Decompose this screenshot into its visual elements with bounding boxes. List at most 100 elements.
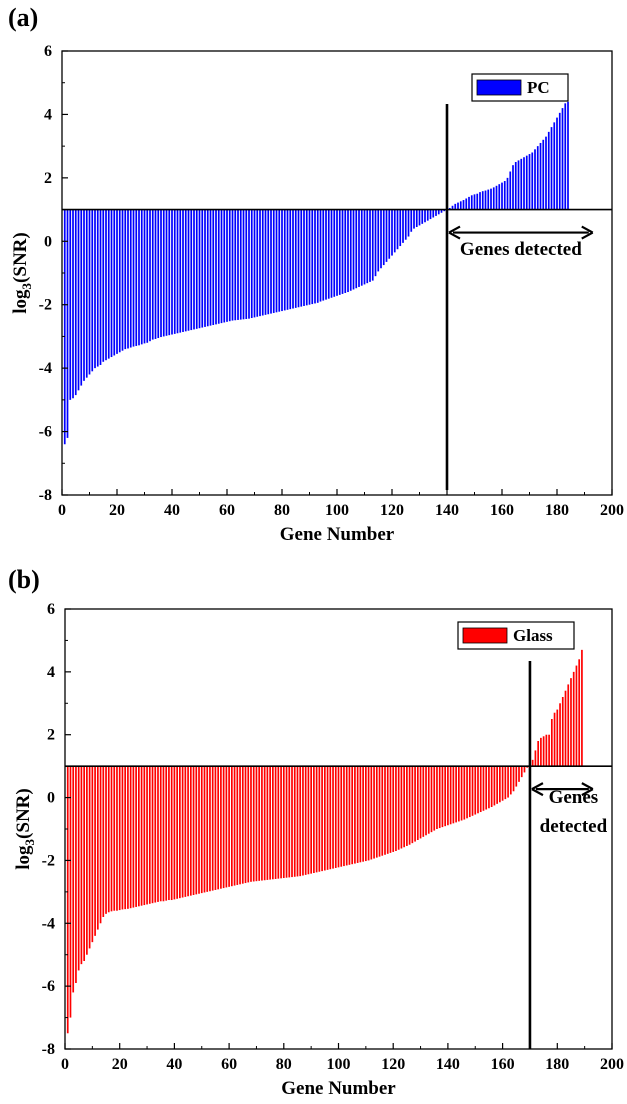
bar bbox=[80, 209, 83, 386]
bar bbox=[264, 209, 267, 315]
bar bbox=[138, 766, 140, 907]
bar bbox=[168, 209, 171, 336]
bar bbox=[380, 209, 382, 269]
bar bbox=[146, 766, 148, 905]
bar bbox=[370, 766, 373, 860]
bar bbox=[411, 766, 414, 844]
bar bbox=[531, 759, 534, 767]
y-axis-title-base: log bbox=[10, 289, 31, 314]
bar bbox=[179, 766, 181, 899]
bar bbox=[86, 766, 88, 955]
y-tick-label: -6 bbox=[42, 978, 55, 995]
bar bbox=[503, 181, 506, 210]
bar bbox=[239, 209, 242, 320]
bar bbox=[323, 766, 326, 871]
bar bbox=[165, 766, 168, 901]
bar bbox=[88, 209, 91, 375]
bar bbox=[91, 209, 94, 372]
bar bbox=[413, 209, 415, 229]
x-tick-label: 120 bbox=[380, 502, 404, 519]
bar bbox=[204, 209, 206, 327]
bar bbox=[408, 766, 411, 845]
bar bbox=[425, 766, 427, 836]
bar bbox=[140, 766, 143, 906]
bar bbox=[182, 209, 184, 332]
bar bbox=[466, 766, 468, 819]
bar bbox=[520, 158, 523, 210]
bar bbox=[72, 766, 75, 993]
bar bbox=[373, 766, 375, 859]
bar bbox=[127, 766, 129, 909]
bar bbox=[449, 766, 452, 825]
bar bbox=[322, 209, 325, 301]
bar bbox=[338, 209, 341, 295]
bar bbox=[343, 766, 345, 867]
bar bbox=[85, 209, 88, 378]
bar bbox=[531, 152, 534, 210]
bar bbox=[564, 690, 567, 767]
y-tick-label: -8 bbox=[42, 1041, 55, 1058]
bar bbox=[211, 766, 214, 891]
bar bbox=[351, 766, 354, 865]
bar bbox=[542, 139, 545, 210]
bar bbox=[452, 766, 455, 824]
bar bbox=[233, 766, 236, 886]
bar bbox=[143, 209, 146, 344]
bar bbox=[256, 209, 259, 317]
bar bbox=[504, 766, 507, 800]
bar bbox=[83, 209, 85, 381]
bar bbox=[385, 209, 388, 262]
bar bbox=[206, 766, 209, 892]
bar bbox=[201, 209, 204, 328]
bar bbox=[184, 209, 187, 332]
bar bbox=[474, 766, 477, 815]
bar bbox=[247, 766, 250, 883]
x-tick-label: 160 bbox=[490, 502, 514, 519]
bar bbox=[195, 209, 198, 329]
bar bbox=[135, 766, 137, 907]
bar bbox=[310, 766, 312, 874]
bar bbox=[159, 766, 162, 902]
bar bbox=[509, 766, 512, 795]
bar bbox=[315, 766, 318, 873]
bar bbox=[438, 766, 441, 829]
bar bbox=[490, 188, 492, 210]
bar bbox=[217, 766, 220, 890]
bar bbox=[416, 766, 419, 840]
bar bbox=[556, 709, 559, 767]
bar bbox=[255, 766, 258, 882]
bar bbox=[492, 187, 495, 210]
bar bbox=[222, 766, 225, 889]
bar bbox=[124, 209, 127, 350]
bar bbox=[570, 678, 572, 767]
bar bbox=[550, 127, 553, 210]
bar bbox=[94, 209, 96, 369]
bar bbox=[195, 766, 198, 895]
bar bbox=[512, 766, 515, 792]
bar bbox=[395, 766, 397, 851]
bar bbox=[345, 766, 348, 866]
bar bbox=[433, 766, 436, 831]
bar bbox=[340, 766, 343, 867]
bar bbox=[225, 766, 228, 888]
bar bbox=[132, 766, 135, 908]
y-tick-label: 0 bbox=[44, 233, 52, 250]
bar bbox=[487, 189, 490, 210]
y-tick-label: 2 bbox=[47, 727, 55, 744]
bar bbox=[102, 766, 105, 917]
bar bbox=[435, 209, 437, 216]
legend-swatch bbox=[476, 79, 522, 96]
arrow-head-left bbox=[448, 225, 461, 240]
y-tick-label: 0 bbox=[47, 790, 55, 807]
bar bbox=[77, 209, 80, 391]
x-tick-label: 200 bbox=[600, 1056, 624, 1073]
bar bbox=[447, 766, 449, 826]
bar bbox=[512, 165, 514, 210]
bar bbox=[406, 766, 408, 846]
bar bbox=[285, 766, 288, 878]
bar bbox=[99, 209, 102, 365]
bar bbox=[274, 766, 277, 879]
bar bbox=[463, 766, 466, 820]
bar bbox=[371, 209, 374, 281]
